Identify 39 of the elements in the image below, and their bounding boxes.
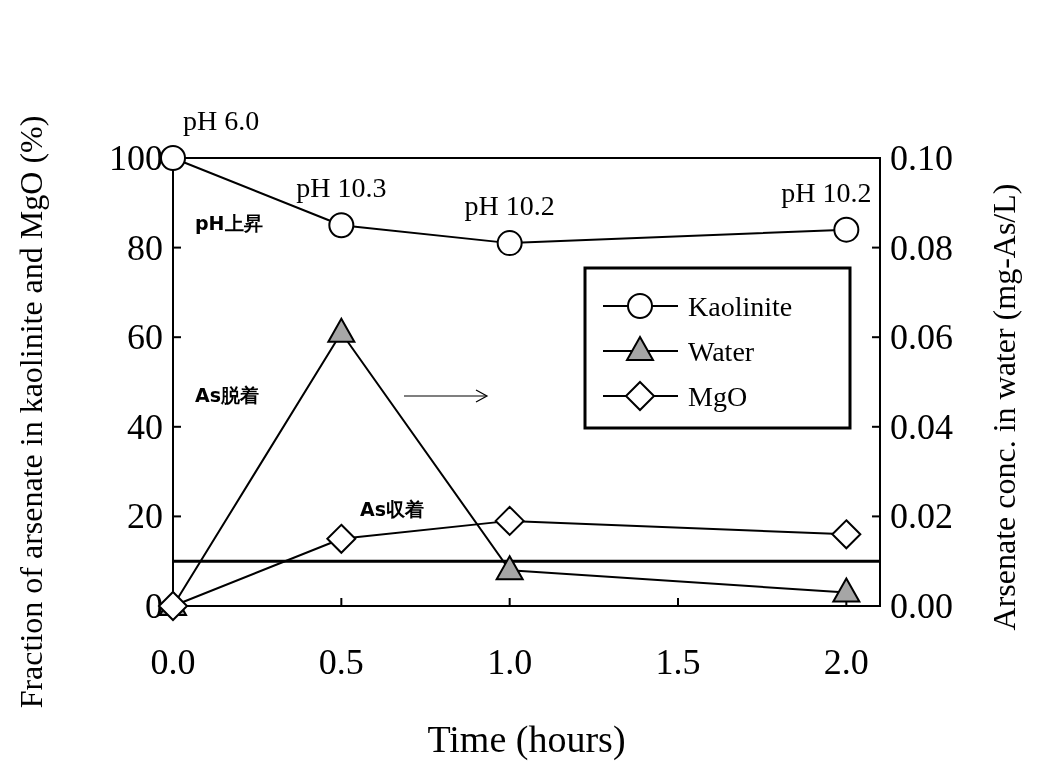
x-tick-label: 1.5 [655, 642, 701, 682]
y-tick-label: 60 [127, 317, 163, 358]
point [833, 216, 860, 243]
x-axis-title: Time (hours) [427, 718, 626, 761]
x-tick-label: 2.0 [823, 642, 869, 682]
x-tick-label: 1.0 [487, 642, 533, 682]
point [327, 317, 356, 343]
legend-label: MgO [688, 381, 748, 412]
y2-tick-label: 0.10 [890, 138, 953, 178]
point [496, 230, 523, 257]
y2-tick-label: 0.04 [890, 406, 953, 447]
annotation: As脱着 [195, 384, 260, 406]
point [831, 519, 862, 550]
y2-axis-title: Arsenate conc. in water (mg-As/L) [986, 183, 1022, 631]
x-tick-label: 0.5 [318, 642, 364, 682]
y2-tick-label: 0.06 [890, 317, 953, 358]
annotation: pH 10.3 [296, 172, 387, 204]
y2-tick-label: 0.02 [890, 496, 953, 537]
x-tick-label: 0.0 [150, 642, 196, 682]
annotation: pH上昇 [195, 212, 263, 234]
point [326, 523, 357, 554]
y-tick-label: 80 [127, 227, 163, 268]
y2-tick-label: 0.08 [890, 227, 953, 268]
annotation: pH 6.0 [183, 105, 260, 136]
legend-label: Water [688, 336, 755, 367]
y-tick-label: 100 [109, 138, 163, 178]
y-axis-title: Fraction of arsenate in kaolinite and MgO (%) [13, 115, 49, 709]
annotation: pH 10.2 [781, 176, 872, 208]
point [160, 145, 186, 171]
y2-tick-label: 0.00 [890, 586, 953, 626]
annotation: pH 10.2 [464, 190, 555, 222]
annotation: As収着 [360, 498, 425, 520]
point [494, 505, 525, 536]
point [328, 212, 355, 239]
point [495, 555, 524, 581]
point [832, 577, 861, 603]
y-tick-label: 20 [127, 496, 163, 537]
y-tick-label: 40 [127, 406, 163, 447]
legend-label: Kaolinite [688, 291, 793, 322]
